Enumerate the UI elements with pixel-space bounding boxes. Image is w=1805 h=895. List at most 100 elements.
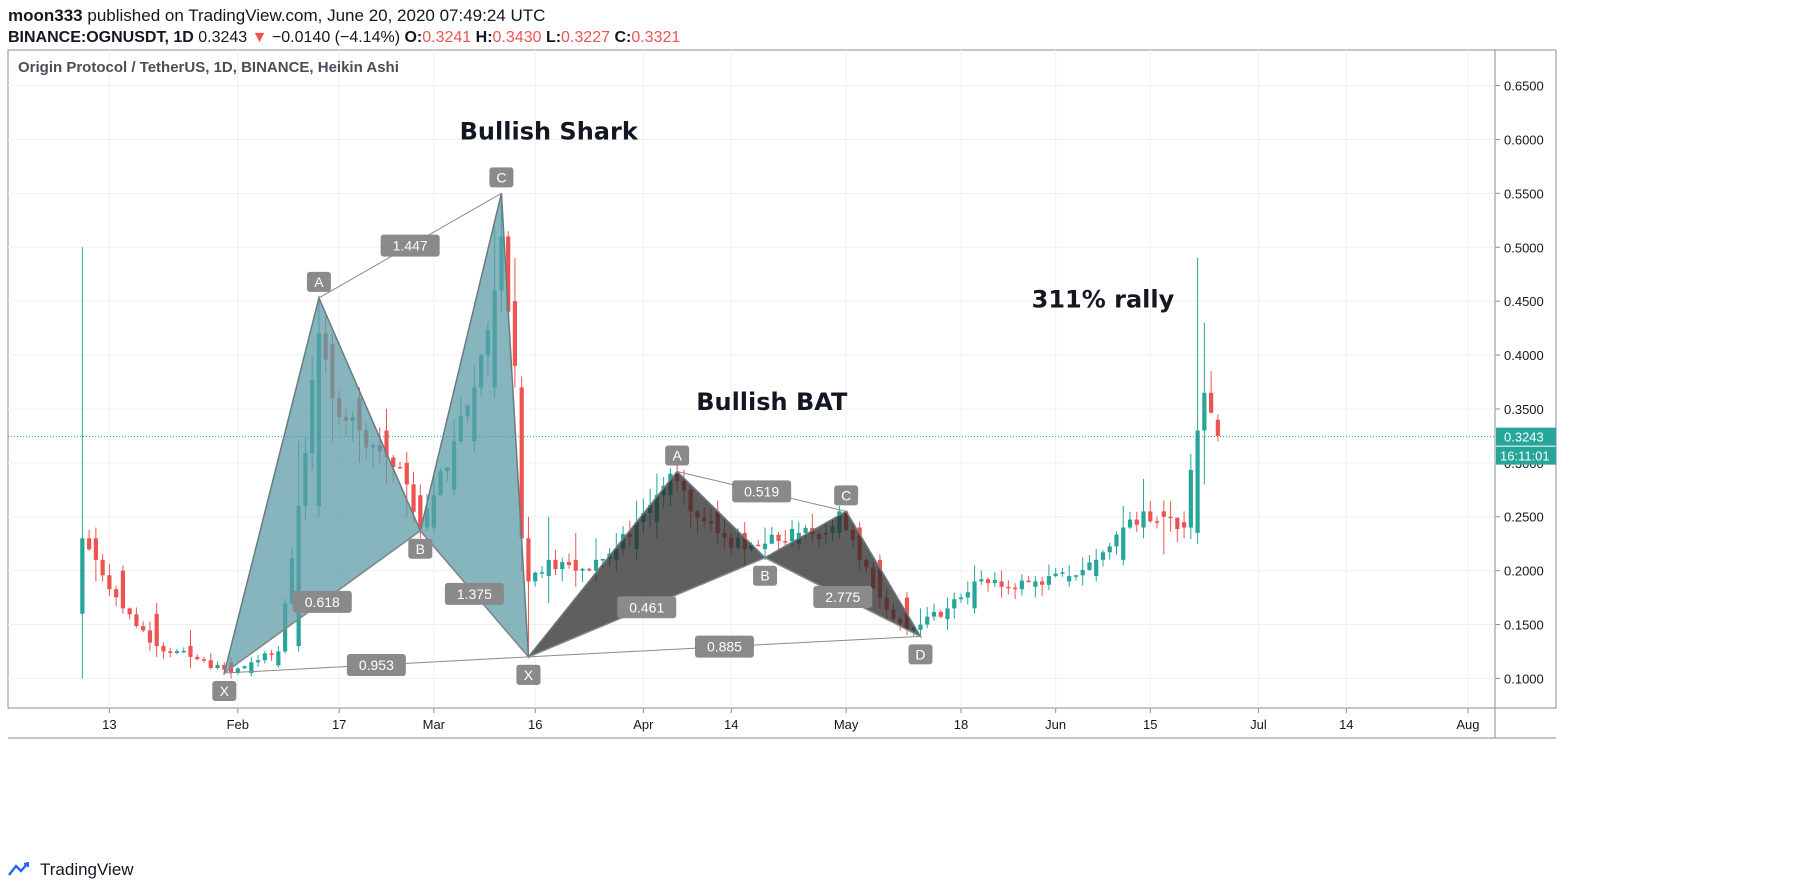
candle-up (249, 662, 254, 674)
candle-down (1161, 511, 1166, 517)
candle-down (168, 651, 173, 653)
shark-point-label: B (416, 541, 425, 557)
open-label: O: (404, 29, 423, 46)
candle-up (769, 534, 774, 544)
candle-up (1127, 519, 1133, 528)
candle-down (397, 467, 403, 469)
candle-down (999, 581, 1004, 587)
candle-down (391, 457, 396, 468)
candle-down (141, 626, 146, 631)
candle-down (566, 562, 572, 566)
shark-point-tag (408, 538, 433, 559)
candle-up (1141, 511, 1146, 528)
candle-down (404, 462, 409, 485)
bat-point-label: C (841, 487, 851, 503)
bat-point-label: B (760, 568, 769, 584)
candle-up (1107, 546, 1112, 553)
countdown-tag (1496, 446, 1556, 465)
candle-up (972, 581, 977, 609)
footer: TradingView (8, 860, 134, 880)
price-tick-label: 0.2000 (1504, 564, 1544, 579)
publisher-name[interactable]: moon333 (8, 6, 83, 25)
current-price-label: 0.3243 (1504, 430, 1544, 445)
price-tick-label: 0.5500 (1504, 186, 1544, 201)
candle-down (512, 301, 518, 366)
candle-up (925, 616, 930, 625)
candle-up (600, 558, 605, 561)
candle-up (1195, 430, 1200, 533)
shark-point-label: X (220, 683, 230, 699)
tradingview-logo-icon (8, 862, 29, 876)
candle-down (161, 646, 166, 652)
down-arrow-icon: ▼ (251, 29, 268, 46)
candle-up (235, 668, 240, 674)
bat-ratio-tag (617, 596, 677, 619)
candle-up (1094, 559, 1099, 577)
shark-point-tag (306, 271, 331, 292)
candle-down (384, 430, 389, 458)
candle-down (519, 387, 524, 539)
candle-down (154, 613, 159, 647)
candle-up (1053, 573, 1058, 577)
candle-down (783, 541, 788, 543)
low-value: 0.3227 (561, 29, 610, 46)
candle-up (1087, 562, 1092, 570)
shark-point-tag (212, 681, 237, 702)
countdown-label: 16:11:01 (1500, 449, 1550, 464)
candle-down (418, 495, 423, 528)
bat-ratio-tag (694, 635, 754, 658)
candle-up (1121, 527, 1126, 560)
candle-down (127, 608, 132, 615)
time-tick-label: Feb (227, 717, 249, 732)
candle-down (1175, 517, 1180, 530)
symbol-label: BINANCE:OGNUSDT, 1D (8, 29, 194, 46)
shark-ratio-tag (380, 234, 440, 257)
candle-down (120, 570, 125, 609)
candle-down (1181, 522, 1187, 528)
candle-up (1080, 569, 1085, 576)
time-tick-label: 18 (954, 717, 968, 732)
tradingview-brand[interactable]: TradingView (40, 860, 134, 879)
bat-point-tag (665, 445, 690, 466)
candle-up (174, 651, 180, 653)
shark-point-label: A (314, 274, 324, 290)
time-tick-label: Jun (1045, 717, 1066, 732)
time-tick-label: 16 (528, 717, 542, 732)
candle-down (208, 660, 213, 669)
current-price-tag (1496, 427, 1556, 446)
candle-up (580, 568, 585, 571)
chart-title: Origin Protocol / TetherUS, 1D, BINANCE,… (18, 59, 399, 76)
candle-down (134, 614, 139, 627)
bat-point-tag (753, 565, 778, 586)
price-tick-label: 0.2500 (1504, 510, 1544, 525)
candle-up (1033, 581, 1038, 587)
low-label: L: (545, 29, 562, 46)
candle-down (201, 659, 207, 661)
bat-point-tag (516, 664, 541, 685)
candle-down (107, 575, 112, 590)
price-tick-label: 0.6000 (1504, 132, 1544, 147)
bat-point-label: X (524, 667, 534, 683)
price-tick-label: 0.4000 (1504, 348, 1544, 363)
candle-up (1046, 576, 1051, 585)
bat-ratio-label: 0.461 (629, 599, 664, 615)
candle-down (1134, 519, 1139, 525)
candle-down (269, 653, 274, 655)
candle-down (114, 589, 119, 598)
candle-up (958, 597, 964, 600)
candle-down (93, 538, 98, 560)
publish-line: moon333 published on TradingView.com, Ju… (8, 4, 680, 27)
annotation-text: Bullish BAT (696, 388, 848, 416)
candle-up (979, 579, 984, 582)
time-tick-label: May (834, 717, 859, 732)
candle-up (952, 599, 957, 609)
candle-down (147, 630, 153, 643)
candle-up (1060, 572, 1065, 574)
candle-up (255, 660, 261, 663)
candle-up (539, 572, 545, 574)
candle-down (553, 559, 558, 570)
candle-down (195, 656, 200, 660)
price-tick-label: 0.5000 (1504, 240, 1544, 255)
price-tick-label: 0.3500 (1504, 402, 1544, 417)
